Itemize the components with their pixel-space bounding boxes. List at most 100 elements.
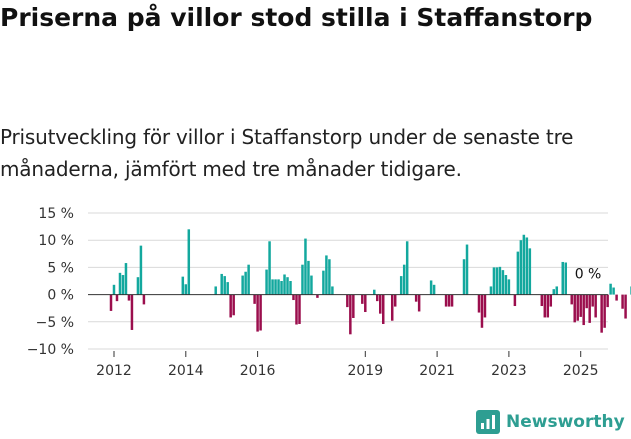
bar xyxy=(304,238,307,295)
bar xyxy=(295,294,298,325)
bar xyxy=(609,283,612,295)
x-tick-label: 2016 xyxy=(240,363,276,379)
bar xyxy=(352,294,355,318)
bar xyxy=(223,276,226,295)
bar xyxy=(349,294,352,335)
x-axis: 2012 2014 2016 2019 2021 2023 2025 xyxy=(96,351,599,379)
bar xyxy=(139,245,143,295)
bar xyxy=(136,277,140,295)
brand-name: Newsworthy xyxy=(506,412,625,432)
bar xyxy=(268,241,271,295)
bar xyxy=(507,279,511,295)
bar xyxy=(390,294,394,321)
bar xyxy=(280,281,283,295)
bar xyxy=(612,287,615,295)
bar xyxy=(244,271,247,295)
brand: Newsworthy xyxy=(476,408,625,436)
bar xyxy=(504,275,508,295)
bar xyxy=(241,275,244,295)
bar xyxy=(214,286,217,295)
bar xyxy=(591,294,594,307)
x-tick-label: 2021 xyxy=(419,363,455,379)
bar xyxy=(477,294,481,313)
y-tick-label: −10 % xyxy=(27,342,74,358)
bar xyxy=(498,266,502,295)
bar xyxy=(271,279,274,295)
bar xyxy=(283,274,286,295)
bar xyxy=(429,280,433,295)
bar xyxy=(130,294,134,330)
bar xyxy=(115,294,119,302)
bar xyxy=(127,294,131,301)
y-axis-ticks: 15 % 10 % 5 % 0 % −5 % −10 % xyxy=(27,206,74,358)
bar xyxy=(495,267,499,295)
bar xyxy=(516,251,520,295)
bar xyxy=(624,294,627,319)
bar xyxy=(226,282,229,295)
bar xyxy=(540,294,544,307)
bar xyxy=(555,286,559,295)
bar xyxy=(298,294,301,324)
bar xyxy=(316,294,319,298)
bar xyxy=(331,286,334,295)
bar xyxy=(307,260,310,295)
x-tick-label: 2014 xyxy=(168,363,204,379)
bar xyxy=(376,294,379,302)
y-tick-label: 5 % xyxy=(47,260,74,276)
bar xyxy=(109,294,113,311)
x-tick-label: 2012 xyxy=(96,363,132,379)
bar xyxy=(621,294,624,309)
latest-value-annotation: 0 % xyxy=(575,267,602,283)
x-tick-label: 2019 xyxy=(347,363,383,379)
bar xyxy=(600,294,603,333)
bar xyxy=(528,248,532,295)
bar xyxy=(513,294,517,307)
bar xyxy=(402,264,406,295)
bar xyxy=(220,273,223,295)
bar xyxy=(414,294,418,302)
chart-subtitle: Prisutveckling för villor i Staffanstorp… xyxy=(0,125,574,181)
bar xyxy=(124,263,128,295)
bar xyxy=(561,261,564,295)
bar xyxy=(373,289,376,295)
bar xyxy=(393,294,397,307)
bar xyxy=(492,267,496,295)
x-tick-label: 2025 xyxy=(563,363,599,379)
bar xyxy=(310,275,313,295)
bar xyxy=(525,237,529,295)
bar xyxy=(483,294,487,318)
bar xyxy=(582,294,585,326)
bar xyxy=(121,275,125,295)
bar xyxy=(184,284,188,295)
bar xyxy=(444,294,448,307)
bar xyxy=(576,294,579,321)
bar xyxy=(594,294,597,318)
x-tick-label: 2023 xyxy=(491,363,527,379)
y-tick-label: 15 % xyxy=(38,206,74,222)
bar xyxy=(142,294,146,305)
bar xyxy=(187,229,191,295)
bar xyxy=(564,262,567,295)
bar xyxy=(405,241,409,295)
bar xyxy=(379,294,382,314)
bar xyxy=(256,294,259,332)
bar xyxy=(432,284,436,295)
bar xyxy=(573,294,576,323)
bar xyxy=(181,276,185,295)
bar xyxy=(465,244,469,295)
bar xyxy=(462,259,466,295)
bar xyxy=(501,270,505,295)
y-tick-label: −5 % xyxy=(36,315,74,331)
bar xyxy=(118,272,122,295)
bar xyxy=(615,294,618,301)
y-tick-label: 10 % xyxy=(38,233,74,249)
bar xyxy=(579,294,582,317)
bar xyxy=(382,294,385,324)
bar xyxy=(325,255,328,295)
chart-title: Priserna på villor stod stilla i Staffan… xyxy=(0,3,593,32)
bar xyxy=(364,294,367,313)
bar xyxy=(247,264,250,295)
bar xyxy=(253,294,256,304)
bar xyxy=(277,279,280,295)
